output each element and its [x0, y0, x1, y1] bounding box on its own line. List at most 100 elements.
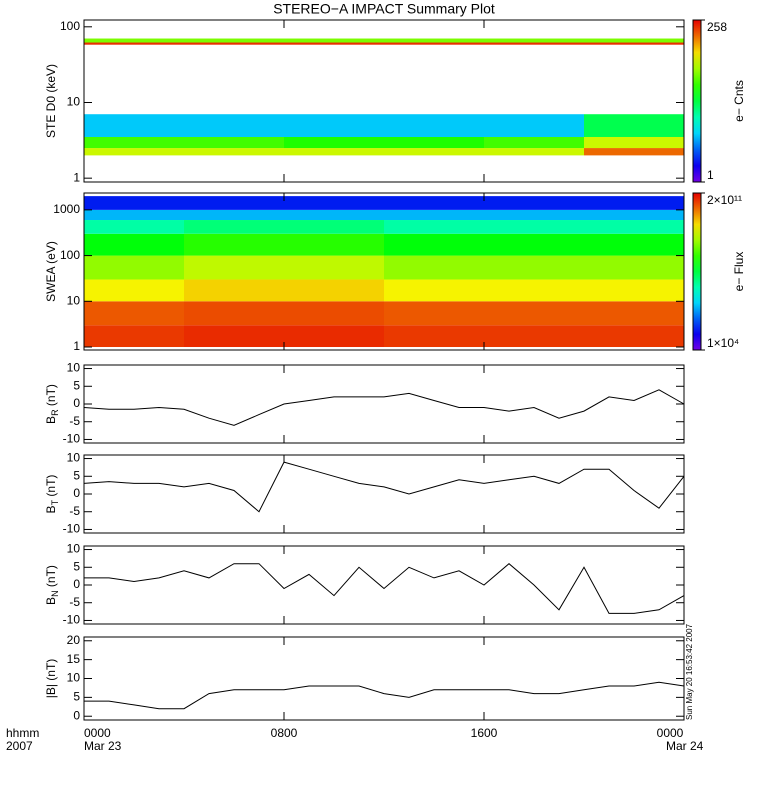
y-tick-label: 1: [73, 170, 80, 184]
panel-frame: [83, 192, 685, 351]
heatmap-cell: [284, 38, 384, 43]
heatmap-cell: [84, 209, 184, 221]
heatmap-cell: [584, 255, 684, 280]
plot-title: STEREO−A IMPACT Summary Plot: [273, 1, 495, 17]
heatmap-cell: [84, 301, 184, 326]
y-label-base: B: [44, 597, 58, 605]
y-axis-label: |B| (nT): [44, 659, 58, 699]
heatmap-cell: [84, 148, 184, 156]
y-tick-label: 5: [73, 378, 80, 392]
x-axis-corner-label: 2007: [6, 739, 33, 753]
panel-frame: [83, 454, 685, 534]
y-axis-label: SWEA (eV): [44, 241, 58, 302]
y-label-base: B: [44, 416, 58, 424]
heatmap-cell: [584, 42, 684, 45]
heatmap-cell: [484, 279, 584, 302]
y-tick-label: 5: [73, 559, 80, 573]
y-label-sub: T: [50, 499, 60, 505]
heatmap-cell: [384, 301, 484, 326]
heatmap-cell: [184, 114, 284, 137]
heatmap-cell: [384, 220, 484, 234]
y-tick-label: -5: [69, 595, 80, 609]
y-tick-label: 1000: [53, 202, 80, 216]
heatmap-cell: [384, 114, 484, 137]
heatmap-cell: [84, 325, 184, 348]
heatmap-cell: [184, 38, 284, 43]
y-tick-label: -10: [63, 613, 81, 627]
y-label-unit: (nT): [44, 565, 58, 590]
y-tick-label: -5: [69, 414, 80, 428]
heatmap-cell: [384, 148, 484, 156]
y-tick-label: 10: [67, 293, 81, 307]
heatmap-cell: [184, 220, 284, 234]
y-label-sub: R: [50, 409, 60, 416]
y-label-unit: (nT): [44, 384, 58, 409]
colorbar: [692, 19, 702, 183]
panel-frame: [83, 19, 685, 183]
y-tick-label: 100: [60, 19, 80, 33]
heatmap-cell: [484, 325, 584, 348]
heatmap-cell: [484, 233, 584, 256]
y-tick-label: 5: [73, 690, 80, 704]
heatmap-cell: [584, 233, 684, 256]
colorbar-tick-label: 1: [707, 168, 714, 182]
y-label-unit: (nT): [44, 475, 58, 500]
x-axis-corner-label: hhmm: [6, 726, 39, 740]
y-label-base: |B|: [44, 684, 58, 698]
heatmap-cell: [284, 114, 384, 137]
y-axis-label: BT (nT): [44, 475, 60, 514]
heatmap-cell: [284, 42, 384, 45]
heatmap-cell: [184, 196, 284, 210]
heatmap-cell: [84, 279, 184, 302]
heatmap-cell: [84, 42, 184, 45]
heatmap-cell: [284, 148, 384, 156]
x-tick-label: 0800: [271, 726, 298, 740]
heatmap-cell: [584, 148, 684, 156]
heatmap-cell: [184, 209, 284, 221]
heatmap-cell: [384, 196, 484, 210]
y-tick-label: -10: [63, 432, 81, 446]
data-line: [84, 563, 685, 614]
heatmap-cell: [384, 38, 484, 43]
heatmap-cell: [584, 301, 684, 326]
heatmap-cell: [384, 136, 484, 149]
heatmap-cell: [584, 220, 684, 234]
heatmap-cell: [284, 196, 384, 210]
heatmap-cell: [484, 196, 584, 210]
heatmap-cell: [184, 42, 284, 45]
heatmap-cell: [284, 136, 384, 149]
colorbar-label: e− Flux: [732, 252, 746, 292]
x-date-label: Mar 24: [666, 739, 704, 753]
heatmap-cell: [484, 42, 584, 45]
heatmap-cell: [584, 196, 684, 210]
heatmap-cell: [284, 255, 384, 280]
heatmap-cell: [84, 114, 184, 137]
heatmap-cell: [84, 38, 184, 43]
timestamp: Sun May 20 16:53:42 2007: [685, 623, 694, 720]
x-date-label: Mar 23: [84, 739, 122, 753]
heatmap-cell: [84, 220, 184, 234]
heatmap-cell: [284, 301, 384, 326]
panel-frame: [83, 636, 685, 721]
heatmap-cell: [284, 209, 384, 221]
heatmap-cell: [284, 279, 384, 302]
heatmap-cell: [284, 325, 384, 348]
y-tick-label: 10: [67, 451, 81, 465]
heatmap-cell: [484, 114, 584, 137]
data-line: [83, 389, 685, 426]
y-label-base: B: [44, 505, 58, 513]
x-tick-label: 0000: [657, 726, 684, 740]
heatmap-cell: [84, 196, 184, 210]
y-tick-label: -5: [69, 504, 80, 518]
y-axis-label: BR (nT): [44, 384, 60, 424]
y-label-sub: N: [50, 590, 60, 597]
heatmap-cell: [184, 148, 284, 156]
heatmap-cell: [384, 42, 484, 45]
y-tick-label: 10: [67, 95, 81, 109]
heatmap-cell: [184, 136, 284, 149]
heatmap-cell: [484, 38, 584, 43]
data-line: [83, 461, 685, 513]
y-tick-label: 0: [73, 486, 80, 500]
y-tick-label: 15: [67, 652, 81, 666]
